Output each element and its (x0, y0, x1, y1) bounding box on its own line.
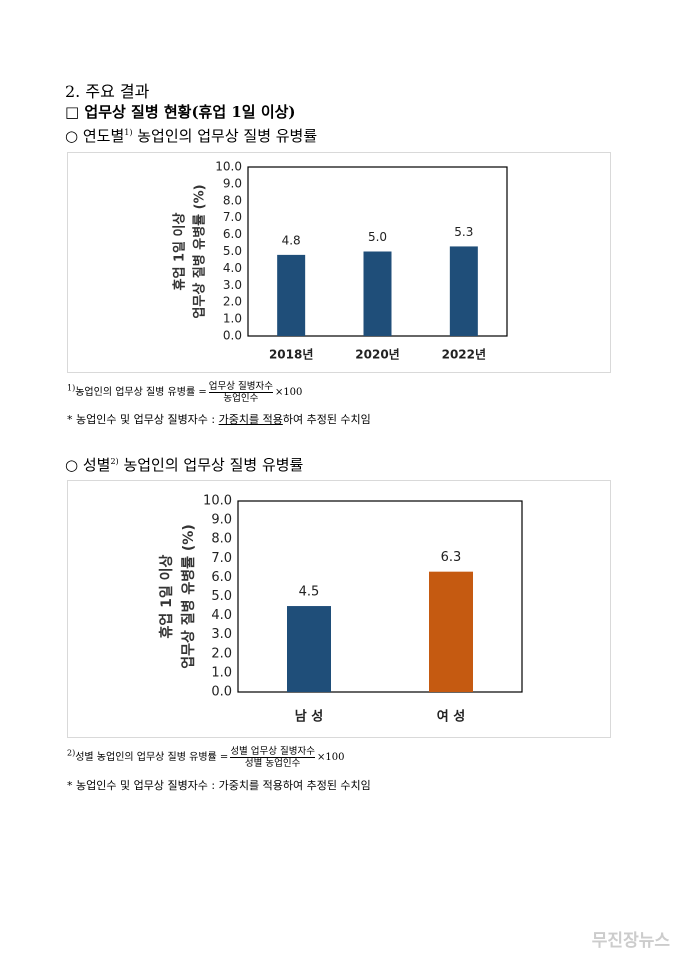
value-label: 6.3 (441, 550, 462, 565)
y-tick-label: 4.0 (211, 608, 232, 623)
x-tick-label: 2018년 (269, 348, 313, 362)
section-title: ○ 연도별1) 농업인의 업무상 질병 유병률 (65, 125, 317, 146)
y-tick-label: 9.0 (211, 513, 232, 528)
y-tick-label: 7.0 (223, 210, 242, 224)
subheading: □ 업무상 질병 현황(휴업 1일 이상) (65, 103, 296, 121)
y-tick-label: 8.0 (223, 193, 242, 207)
text: 하여 추정된 수치임 (282, 413, 371, 426)
y-tick-label: 1.0 (211, 665, 232, 680)
text: 농업인의 업무상 질병 유병률 (118, 456, 304, 474)
text: * 농업인수 및 업무상 질병자수 : (67, 779, 219, 792)
plot-area (237, 500, 523, 693)
text: ×100 (317, 752, 345, 763)
den: 농업인수 (223, 393, 259, 404)
text: ×100 (274, 387, 303, 398)
text: 농업인의 업무상 질병 유병률 (132, 127, 318, 145)
y-tick-label: 7.0 (211, 551, 232, 566)
y-tick-label: 9.0 (223, 176, 242, 190)
chart-frame (67, 152, 611, 373)
footnote: 2)성별 농업인의 업무상 질병 유병률 = 성별 업무상 질병자수 성별 농업인수… (67, 746, 344, 769)
y-tick-label: 6.0 (211, 570, 232, 585)
fraction: 성별 업무상 질병자수 성별 농업인수 (230, 746, 316, 769)
y-tick-label: 10.0 (215, 160, 242, 174)
footnote: 1)농업인의 업무상 질병 유병률 = 업무상 질병자수 농업인수 ×100 (67, 381, 302, 404)
text: 가중치를 적용하여 추정된 수치임 (218, 779, 371, 792)
value-label: 5.0 (368, 230, 387, 244)
bar (277, 254, 306, 336)
y-tick-label: 6.0 (223, 227, 242, 241)
note: * 농업인수 및 업무상 질병자수 : 가중치를 적용하여 추정된 수치임 (67, 411, 371, 427)
y-axis-label: 업무상 질병 유병률 (%) (192, 184, 208, 318)
text: 농업인의 업무상 질병 유병률 (75, 387, 196, 398)
num: 성별 업무상 질병자수 (230, 746, 316, 758)
den: 성별 농업인수 (244, 758, 301, 769)
y-tick-label: 0.0 (223, 329, 242, 343)
sup: 2) (67, 748, 76, 758)
y-tick-label: 5.0 (211, 589, 232, 604)
value-label: 4.5 (299, 585, 320, 600)
y-tick-label: 3.0 (223, 278, 242, 292)
x-tick-label: 2020년 (355, 348, 399, 362)
y-tick-label: 1.0 (223, 312, 242, 326)
sup: 1) (124, 128, 133, 137)
y-tick-label: 3.0 (211, 627, 232, 642)
y-tick-label: 4.0 (223, 261, 242, 275)
section-title: ○ 성별2) 농업인의 업무상 질병 유병률 (65, 454, 303, 475)
y-tick-label: 10.0 (203, 494, 232, 509)
fraction: 업무상 질병자수 농업인수 (208, 381, 273, 404)
y-tick-label: 5.0 (223, 244, 242, 258)
note: * 농업인수 및 업무상 질병자수 : 가중치를 적용하여 추정된 수치임 (67, 777, 371, 793)
value-label: 4.8 (282, 233, 301, 247)
chart-frame (67, 480, 611, 738)
heading: 2. 주요 결과 (65, 82, 150, 101)
text: = (198, 387, 207, 398)
y-tick-label: 2.0 (223, 295, 242, 309)
sup: 1) (67, 383, 76, 393)
bar (429, 571, 473, 692)
y-tick-label: 0.0 (211, 685, 232, 700)
x-tick-label: 2022년 (442, 348, 486, 362)
x-tick-label: 남 성 (295, 709, 323, 725)
y-axis-label: 휴업 1일 이상 (158, 554, 175, 638)
bar (449, 246, 478, 336)
text: ○ 성별 (65, 456, 111, 474)
y-axis-label: 휴업 1일 이상 (172, 213, 188, 291)
bar (363, 251, 392, 336)
sup: 2) (110, 457, 119, 466)
y-tick-label: 8.0 (211, 532, 232, 547)
num: 업무상 질병자수 (208, 381, 273, 393)
text: 가중치를 적용 (218, 413, 283, 426)
watermark: 무진장뉴스 (591, 931, 670, 951)
text: ○ 연도별 (65, 127, 125, 145)
y-tick-label: 2.0 (211, 646, 232, 661)
value-label: 5.3 (454, 225, 473, 239)
text: * 농업인수 및 업무상 질병자수 : (67, 413, 219, 426)
bar (287, 606, 331, 692)
y-axis-label: 업무상 질병 유병률 (%) (180, 524, 197, 669)
text: 성별 농업인의 업무상 질병 유병률 (75, 752, 217, 763)
text: = (219, 752, 229, 763)
x-tick-label: 여 성 (437, 709, 465, 725)
